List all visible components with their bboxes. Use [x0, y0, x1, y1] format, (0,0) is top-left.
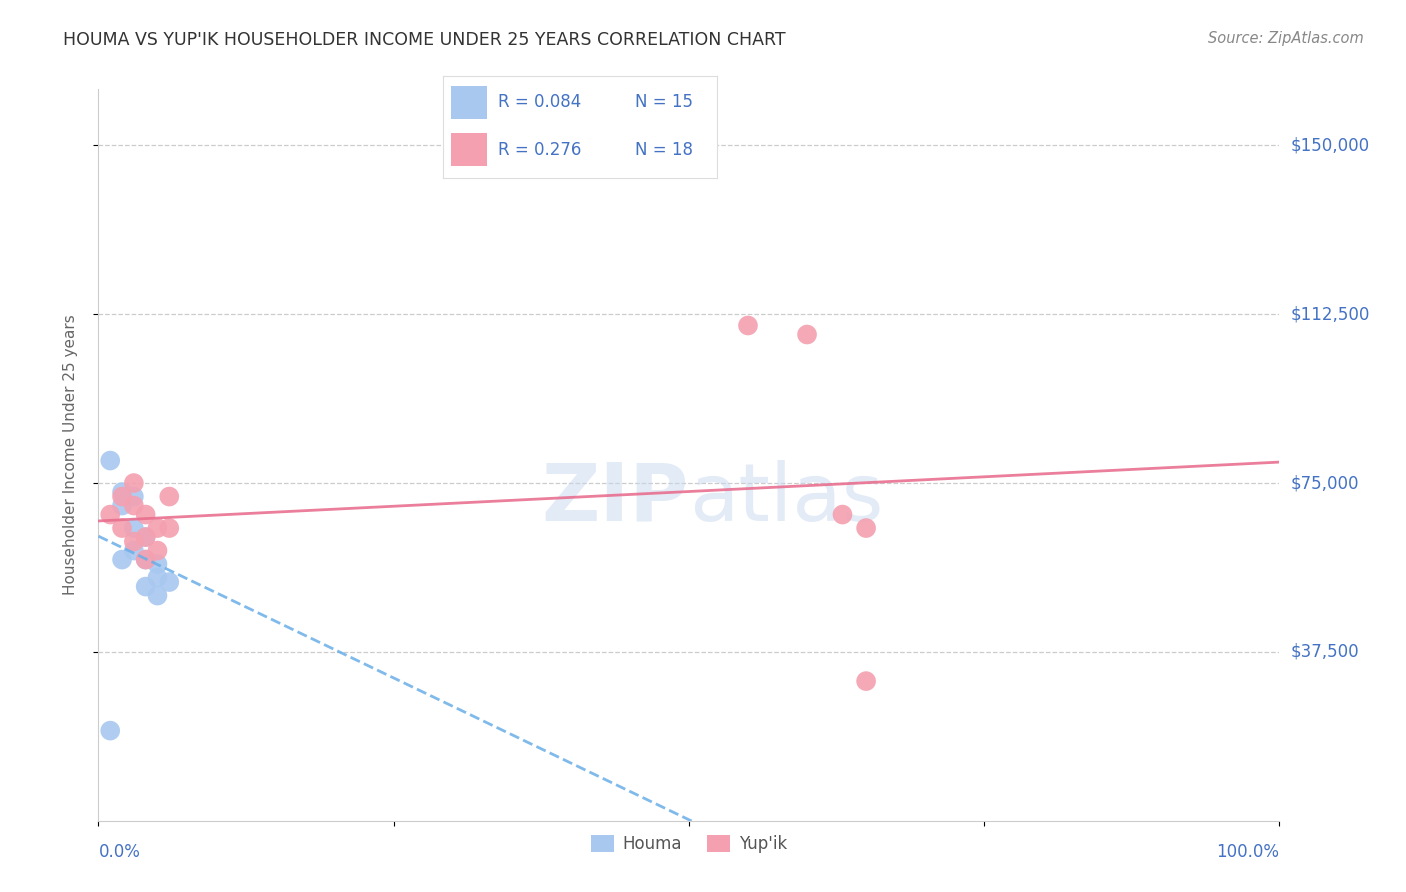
Point: [135, 552, 157, 566]
Text: R = 0.276: R = 0.276: [498, 141, 581, 159]
Point: [135, 580, 157, 594]
Point: [111, 552, 134, 566]
Point: [98, 508, 121, 522]
Text: N = 18: N = 18: [636, 141, 693, 159]
Text: 0.0%: 0.0%: [98, 843, 141, 861]
Bar: [451, 133, 486, 166]
Point: [135, 530, 157, 544]
Point: [135, 508, 157, 522]
Point: [737, 318, 759, 333]
Text: $150,000: $150,000: [1291, 136, 1369, 154]
Text: $75,000: $75,000: [1291, 474, 1360, 492]
Point: [122, 521, 145, 535]
Point: [855, 674, 877, 689]
Point: [135, 552, 157, 566]
Point: [122, 476, 145, 491]
Point: [146, 521, 169, 535]
Legend: Houma, Yup'ik: Houma, Yup'ik: [585, 829, 793, 860]
Point: [146, 543, 169, 558]
Text: R = 0.084: R = 0.084: [498, 94, 581, 112]
Point: [111, 499, 134, 513]
Text: $112,500: $112,500: [1291, 305, 1369, 323]
Point: [122, 534, 145, 549]
Point: [157, 490, 180, 504]
Point: [157, 575, 180, 590]
Point: [855, 521, 877, 535]
Point: [831, 508, 853, 522]
Point: [111, 485, 134, 500]
Point: [122, 499, 145, 513]
Point: [157, 521, 180, 535]
Point: [98, 453, 121, 467]
Point: [146, 571, 169, 585]
Text: Source: ZipAtlas.com: Source: ZipAtlas.com: [1208, 31, 1364, 46]
Text: HOUMA VS YUP'IK HOUSEHOLDER INCOME UNDER 25 YEARS CORRELATION CHART: HOUMA VS YUP'IK HOUSEHOLDER INCOME UNDER…: [63, 31, 786, 49]
Point: [122, 543, 145, 558]
Point: [135, 530, 157, 544]
Y-axis label: Householder Income Under 25 years: Householder Income Under 25 years: [63, 315, 77, 595]
Point: [98, 723, 121, 738]
Point: [122, 490, 145, 504]
Text: ZIP: ZIP: [541, 459, 689, 538]
Point: [796, 327, 818, 342]
Text: N = 15: N = 15: [636, 94, 693, 112]
Text: atlas: atlas: [689, 459, 883, 538]
Point: [146, 557, 169, 571]
Point: [111, 521, 134, 535]
Point: [146, 589, 169, 603]
Bar: [451, 87, 486, 119]
Text: 100.0%: 100.0%: [1216, 843, 1279, 861]
Text: $37,500: $37,500: [1291, 643, 1360, 661]
Point: [111, 490, 134, 504]
